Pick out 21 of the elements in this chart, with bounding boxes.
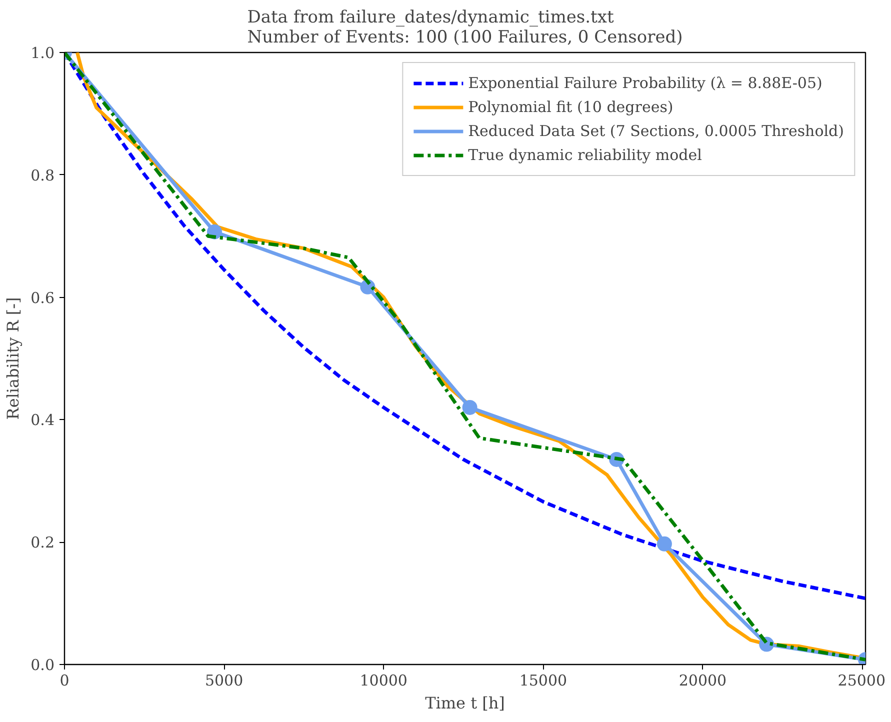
y-tick-label: 0.2 [30, 534, 55, 552]
chart-title: Data from failure_dates/dynamic_times.txt Number of Events: 100 (100 Failures, 0 Censored) [247, 8, 683, 48]
y-tick-label: 0.8 [30, 166, 55, 184]
y-tick-label: 0.0 [30, 656, 55, 674]
point [462, 400, 478, 415]
x-axis-title: Time t [h] [425, 694, 505, 712]
point [656, 536, 672, 552]
y-tick-label: 1.0 [30, 44, 55, 62]
x-tick-label: 10000 [360, 672, 408, 690]
y-tick-label: 0.6 [30, 288, 55, 307]
legend-label: True dynamic reliability model [468, 146, 702, 164]
legend-label: Reduced Data Set (7 Sections, 0.0005 Threshold) [468, 122, 844, 140]
x-tick-label: 25000 [838, 672, 886, 690]
x-tick-label: 0 [60, 672, 70, 690]
x-tick-label: 20000 [678, 672, 727, 690]
legend-label: Exponential Failure Probability (λ = 8.88E-05) [468, 74, 822, 92]
x-tick-label: 15000 [519, 672, 568, 690]
x-tick-label: 5000 [204, 672, 244, 690]
y-tick-label: 0.4 [30, 411, 55, 430]
y-axis-title: Reliability R [-] [4, 297, 23, 420]
legend-label: Polynomial fit (10 degrees) [468, 98, 674, 116]
